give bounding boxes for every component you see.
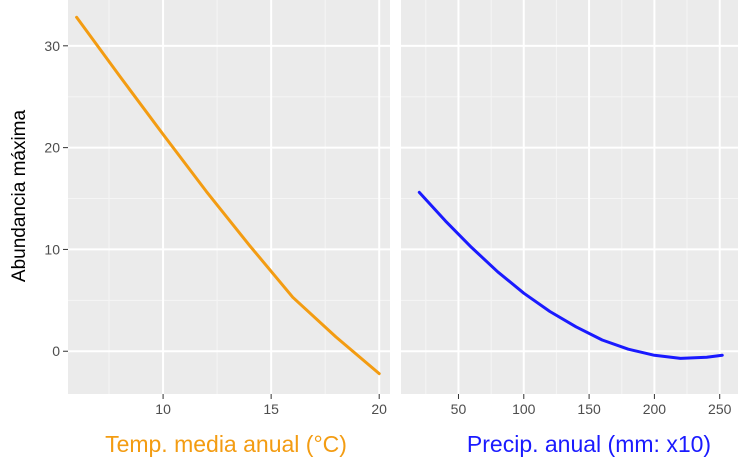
x-tick-label: 50 [451, 401, 467, 417]
x-tick-label: 15 [263, 401, 279, 417]
x-tick-label: 10 [155, 401, 171, 417]
y-tick-label: 0 [52, 343, 60, 359]
y-tick-label: 30 [44, 38, 60, 54]
panel-temperature: 10 15 20 0 10 20 30 [44, 0, 390, 417]
y-tick-label: 20 [44, 140, 60, 156]
x-axis-label-temperature: Temp. media anual (°C) [105, 431, 347, 457]
x-tick-label: 200 [643, 401, 667, 417]
y-axis-label: Abundancia máxima [9, 109, 30, 282]
y-tick-label: 10 [44, 241, 60, 257]
x-tick-label: 20 [371, 401, 387, 417]
x-tick-label: 100 [512, 401, 536, 417]
panel-precipitation: 50 100 150 200 250 [401, 0, 738, 417]
panel-background [401, 0, 738, 394]
series-line-precipitation [417, 190, 724, 360]
x-tick-label: 150 [577, 401, 601, 417]
x-tick-label: 250 [708, 401, 732, 417]
panel-background [68, 0, 390, 394]
series-line-temperature [75, 15, 381, 376]
x-axis-label-precipitation: Precip. anual (mm: x10) [467, 431, 711, 457]
